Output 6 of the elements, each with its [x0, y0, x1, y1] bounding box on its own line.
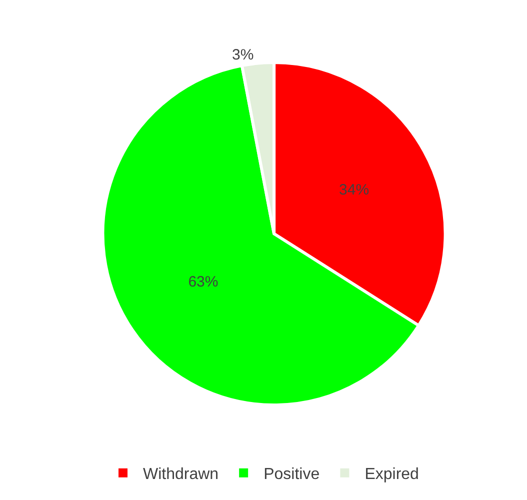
legend-label: Expired — [364, 466, 419, 484]
legend-label: Withdrawn — [143, 466, 219, 484]
data-label: 3% — [232, 46, 254, 64]
data-label: 63% — [188, 273, 218, 290]
legend-label: Positive — [264, 466, 320, 484]
data-label: 34% — [339, 181, 370, 198]
